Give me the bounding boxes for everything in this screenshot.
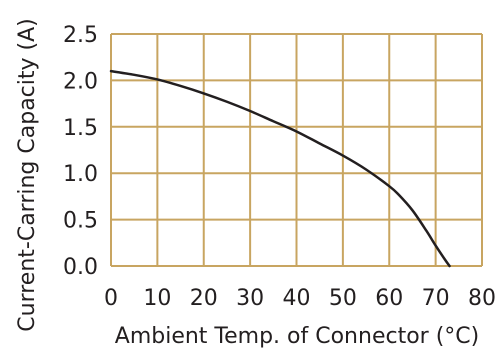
y-axis-title: Current-Carring Capacity (A) (15, 18, 40, 331)
x-tick-label: 20 (190, 286, 218, 311)
y-tick-label: 2.0 (63, 69, 98, 94)
series-layer (109, 69, 451, 268)
series-line (109, 69, 451, 268)
x-tick-label: 30 (236, 286, 264, 311)
y-tick-label: 1.0 (63, 162, 98, 187)
x-axis-ticks: 0 10 20 30 40 50 60 70 80 (104, 286, 496, 311)
x-tick-label: 70 (422, 286, 450, 311)
y-tick-label: 0.0 (63, 255, 98, 280)
x-axis-title: Ambient Temp. of Connector (°C) (115, 324, 479, 349)
y-axis-ticks: 0.0 0.5 1.0 1.5 2.0 2.5 (63, 23, 98, 280)
x-tick-label: 10 (143, 286, 171, 311)
y-tick-label: 1.5 (63, 116, 98, 141)
y-tick-label: 0.5 (63, 209, 98, 234)
x-tick-label: 0 (104, 286, 118, 311)
x-tick-label: 50 (329, 286, 357, 311)
grid (110, 33, 483, 267)
x-tick-label: 60 (375, 286, 403, 311)
x-tick-label: 80 (468, 286, 496, 311)
y-tick-label: 2.5 (63, 23, 98, 48)
x-tick-label: 40 (283, 286, 311, 311)
